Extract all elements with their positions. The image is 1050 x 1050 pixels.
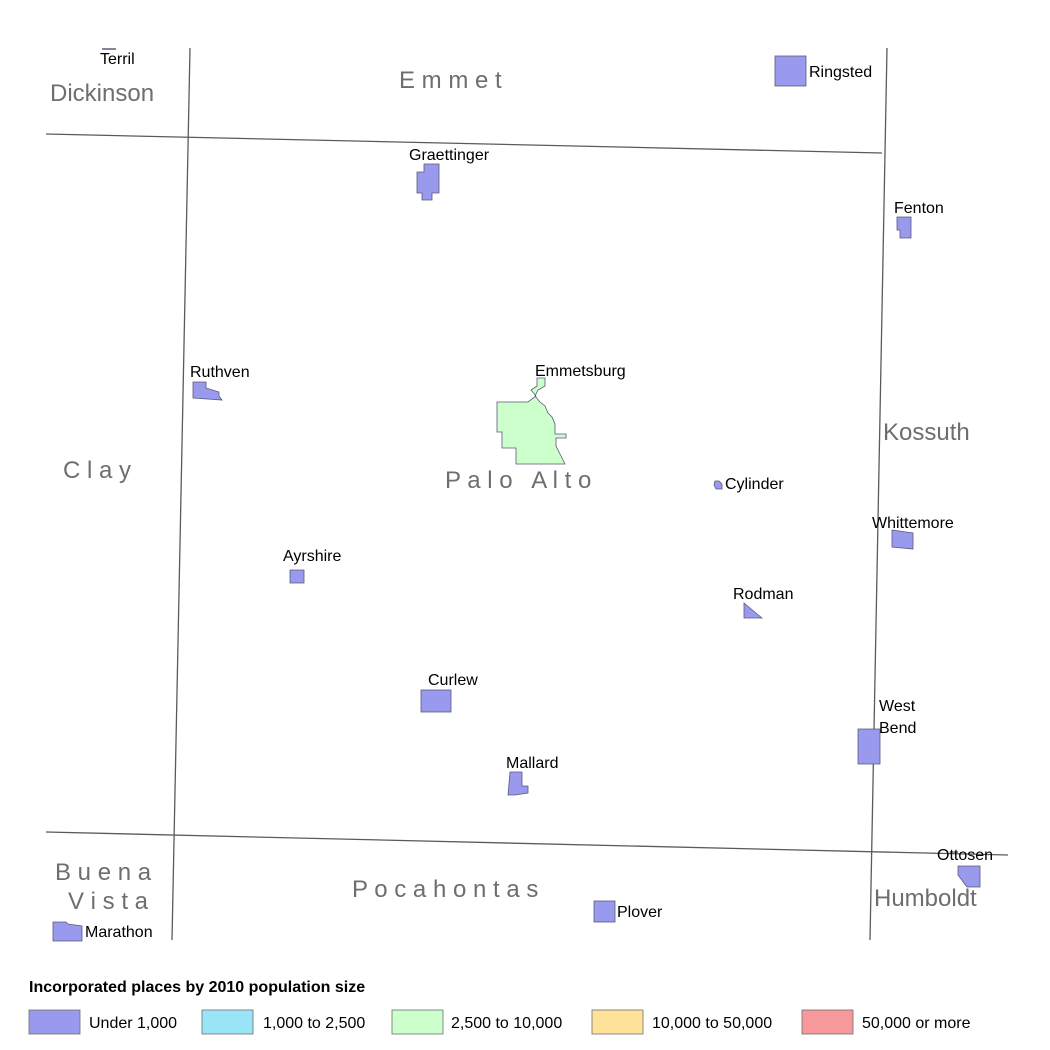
place-fenton xyxy=(896,216,912,239)
county-label-emmet: E m m e t xyxy=(399,67,502,94)
place-ottosen xyxy=(957,865,981,888)
boundary-south xyxy=(45,831,1009,856)
county-label-buena-vista-line2: V i s t a xyxy=(68,888,149,915)
legend-swatch-2500-10000 xyxy=(391,1009,444,1035)
place-whittemore xyxy=(891,529,914,550)
place-label-fenton: Fenton xyxy=(894,200,944,217)
county-label-palo-alto: P a l o A l t o xyxy=(445,467,591,494)
legend-swatch-1000-2500 xyxy=(201,1009,254,1035)
county-label-dickinson: Dickinson xyxy=(50,80,154,107)
place-cylinder xyxy=(713,480,723,490)
place-label-ayrshire: Ayrshire xyxy=(283,548,341,565)
place-label-ruthven: Ruthven xyxy=(190,364,250,381)
county-labels: Dickinson E m m e t Kossuth C l a y P a … xyxy=(50,67,977,915)
place-label-whittemore: Whittemore xyxy=(872,515,954,532)
legend-label-1000-2500: 1,000 to 2,500 xyxy=(263,1015,365,1032)
place-label-marathon: Marathon xyxy=(85,924,153,941)
boundary-north xyxy=(45,133,883,154)
legend-label-50000-plus: 50,000 or more xyxy=(862,1015,971,1032)
legend-swatch-under-1000 xyxy=(28,1009,81,1035)
county-label-pocahontas: P o c a h o n t a s xyxy=(352,876,538,903)
county-boundaries xyxy=(45,47,1009,941)
place-emmetsburg xyxy=(496,377,567,465)
place-mallard xyxy=(507,771,529,796)
county-label-humboldt: Humboldt xyxy=(874,885,977,912)
legend: Incorporated places by 2010 population s… xyxy=(28,979,971,1035)
place-ruthven xyxy=(192,381,223,401)
place-label-emmetsburg: Emmetsburg xyxy=(535,363,626,380)
place-graettinger xyxy=(416,163,440,201)
place-label-mallard: Mallard xyxy=(506,755,558,772)
place-label-curlew: Curlew xyxy=(428,672,478,689)
legend-swatch-10000-50000 xyxy=(591,1009,644,1035)
place-label-terril: Terril xyxy=(100,51,135,68)
county-label-kossuth: Kossuth xyxy=(883,419,970,446)
legend-swatch-50000-plus xyxy=(801,1009,854,1035)
place-label-ringsted: Ringsted xyxy=(809,64,872,81)
legend-label-under-1000: Under 1,000 xyxy=(89,1015,177,1032)
place-marathon xyxy=(52,921,83,942)
boundary-east xyxy=(869,47,888,941)
place-labels: Terril Ringsted Graettinger Fenton Ruthv… xyxy=(85,51,993,941)
place-west-bend xyxy=(857,728,881,765)
place-label-west-bend-line2: Bend xyxy=(879,720,916,737)
place-ringsted xyxy=(774,55,807,87)
place-polygons xyxy=(52,48,981,942)
county-label-clay: C l a y xyxy=(63,457,131,484)
legend-label-2500-10000: 2,500 to 10,000 xyxy=(451,1015,562,1032)
place-rodman xyxy=(743,602,764,619)
boundary-west xyxy=(171,47,191,941)
place-label-cylinder: Cylinder xyxy=(725,476,784,493)
place-curlew xyxy=(420,689,452,713)
place-ayrshire xyxy=(289,569,305,584)
legend-title: Incorporated places by 2010 population s… xyxy=(29,979,365,996)
place-label-plover: Plover xyxy=(617,904,663,921)
place-label-graettinger: Graettinger xyxy=(409,147,490,164)
place-plover xyxy=(593,900,616,923)
place-label-ottosen: Ottosen xyxy=(937,847,993,864)
place-label-west-bend-line1: West xyxy=(879,698,916,715)
place-label-rodman: Rodman xyxy=(733,586,793,603)
county-label-buena-vista-line1: B u e n a xyxy=(55,859,152,886)
legend-label-10000-50000: 10,000 to 50,000 xyxy=(652,1015,772,1032)
